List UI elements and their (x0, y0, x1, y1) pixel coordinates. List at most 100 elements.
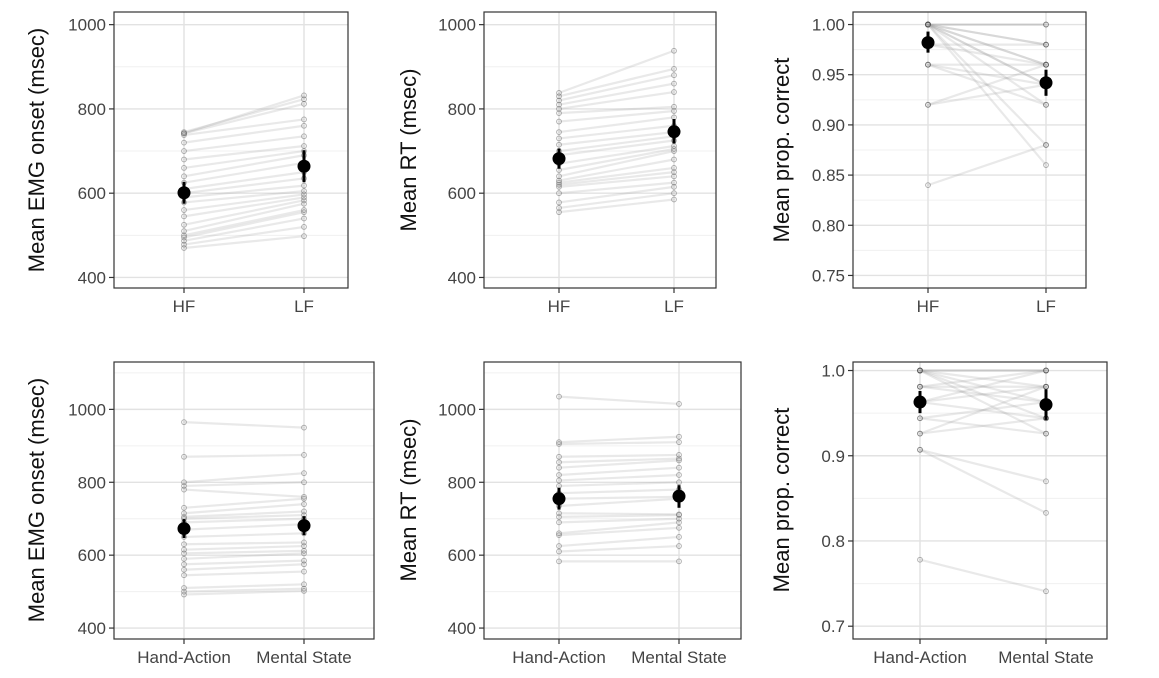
subject-point (671, 65, 677, 72)
subject-point (301, 424, 307, 431)
subject-line (182, 171, 306, 191)
subject-point (181, 453, 187, 460)
subject-line (557, 166, 676, 184)
subject-line (182, 189, 306, 204)
subject-line (557, 495, 681, 500)
subject-point (1043, 41, 1049, 48)
mean-point (177, 522, 191, 536)
subject-line (557, 90, 676, 111)
subject-point (556, 135, 562, 142)
subject-line (918, 369, 1048, 388)
subject-point (1043, 21, 1049, 28)
subject-point (671, 103, 677, 110)
subject-line (557, 535, 681, 548)
x-tick-label: Hand-Action (873, 648, 967, 667)
subject-line (926, 23, 1048, 167)
subject-point (556, 530, 562, 537)
subject-point (925, 21, 931, 28)
subject-point (676, 433, 682, 440)
subject-point (917, 430, 923, 437)
x-tick-label: HF (548, 297, 571, 316)
subject-line (557, 512, 681, 516)
x-tick-label: Mental State (631, 648, 726, 667)
x-tick-label: Hand-Action (137, 648, 231, 667)
subject-point (556, 90, 562, 96)
subject-point (181, 479, 187, 486)
y-tick-label: 0.9 (821, 447, 845, 466)
subject-point (556, 441, 562, 447)
subject-point (556, 510, 562, 517)
y-tick-label: 1000 (438, 16, 476, 35)
subject-point (301, 122, 307, 129)
subject-point (556, 393, 562, 400)
mean-point (921, 36, 935, 50)
subject-point (181, 132, 187, 138)
mean-point (297, 519, 311, 533)
subject-line (182, 208, 306, 237)
subject-line (182, 570, 306, 577)
subject-point (181, 130, 187, 137)
y-axis-title: Mean prop. correct (769, 408, 794, 593)
subject-line (557, 526, 681, 537)
panel-border (852, 11, 1087, 289)
subject-point (671, 173, 677, 180)
subject-point (676, 512, 682, 518)
subject-point (556, 183, 562, 190)
subject-point (301, 470, 307, 477)
subject-point (671, 148, 677, 154)
subject-point (301, 568, 307, 575)
subject-line (557, 82, 676, 106)
subject-point (556, 543, 562, 549)
subject-point (556, 97, 562, 104)
subject-line (182, 118, 306, 137)
subject-line (182, 135, 306, 153)
x-tick-label: Hand-Action (512, 648, 606, 667)
subject-line (182, 235, 306, 250)
subject-line (182, 225, 306, 246)
subject-point (671, 72, 677, 79)
subject-line (557, 130, 676, 146)
subject-line (557, 544, 681, 553)
subject-point (181, 173, 187, 180)
subject-line (182, 199, 306, 226)
subject-line (557, 441, 681, 446)
subject-line (918, 448, 1048, 483)
subject-point (301, 508, 307, 515)
subject-point (556, 472, 562, 478)
subject-line (182, 583, 306, 590)
subject-line (182, 98, 306, 134)
subject-point (301, 557, 307, 564)
subject-point (556, 199, 562, 206)
y-tick-label: 600 (78, 546, 106, 565)
subject-point (1043, 41, 1049, 48)
subject-point (556, 514, 562, 520)
subject-point (925, 101, 931, 108)
subject-point (301, 133, 307, 140)
subject-line (926, 23, 1048, 147)
subject-point (556, 101, 562, 108)
subject-point (181, 591, 187, 598)
subject-point (1043, 142, 1049, 148)
panel-border (113, 11, 349, 289)
subject-point (181, 546, 187, 553)
y-tick-label: 0.95 (812, 66, 845, 85)
subject-point (181, 483, 187, 489)
subject-point (301, 209, 307, 216)
subject-point (1043, 367, 1049, 374)
y-tick-label: 800 (448, 100, 476, 119)
subject-line (926, 143, 1048, 187)
subject-point (671, 89, 677, 95)
subject-line (557, 149, 676, 178)
subject-point (301, 493, 307, 500)
subject-point (301, 143, 307, 149)
subject-point (925, 21, 931, 28)
subject-line (926, 63, 1048, 106)
subject-line (557, 171, 676, 186)
subject-line (557, 488, 681, 495)
panel-border (113, 361, 375, 640)
subject-line (918, 385, 1048, 435)
subject-point (925, 21, 931, 28)
subject-line (182, 497, 306, 509)
